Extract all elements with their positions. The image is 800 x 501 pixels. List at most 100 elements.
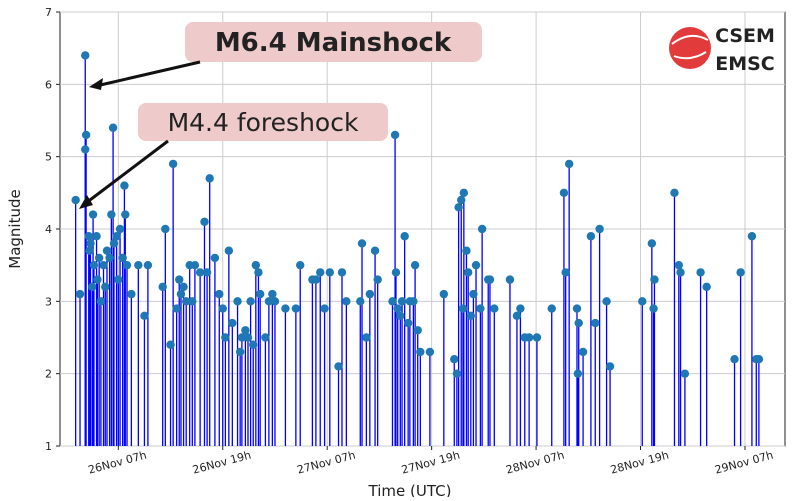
marker	[182, 297, 191, 306]
y-tick-label: 4	[45, 223, 52, 236]
marker	[416, 347, 425, 357]
marker	[463, 268, 473, 277]
marker	[99, 260, 108, 270]
marker	[425, 347, 435, 357]
marker	[85, 246, 94, 255]
marker	[118, 253, 127, 263]
marker	[388, 297, 397, 306]
x-tick-label: 27Nov 19h	[400, 449, 461, 477]
marker	[168, 159, 178, 169]
marker	[450, 355, 459, 364]
marker	[249, 340, 258, 349]
marker	[88, 282, 97, 292]
marker	[175, 275, 184, 284]
marker	[200, 217, 209, 226]
marker	[143, 260, 153, 270]
marker	[647, 239, 657, 248]
marker	[96, 297, 106, 306]
x-tick-label: 28Nov 19h	[609, 449, 670, 477]
marker	[221, 333, 230, 342]
x-tick-label: 26Nov 19h	[191, 449, 252, 477]
marker	[81, 51, 90, 60]
annotation-arrow	[85, 139, 169, 205]
marker	[439, 289, 449, 299]
marker	[246, 297, 255, 306]
marker	[459, 188, 469, 198]
marker	[649, 304, 658, 313]
marker	[268, 289, 277, 299]
marker	[71, 195, 80, 205]
marker	[176, 289, 186, 299]
y-tick-label: 6	[45, 78, 52, 91]
annotation-text: M6.4 Mainshock	[215, 28, 452, 58]
marker	[92, 232, 101, 241]
marker	[270, 297, 280, 306]
marker	[316, 268, 325, 277]
marker	[561, 268, 570, 277]
y-tick-label: 1	[45, 440, 52, 453]
arrow-head	[89, 78, 103, 90]
marker	[476, 304, 485, 313]
y-tick-label: 7	[45, 6, 52, 19]
marker	[108, 123, 118, 132]
marker	[158, 282, 167, 292]
x-tick-label: 27Nov 07h	[296, 449, 357, 477]
marker	[161, 224, 170, 234]
marker	[311, 275, 321, 284]
marker	[396, 311, 405, 320]
marker	[410, 260, 420, 270]
marker	[357, 239, 367, 248]
marker	[485, 275, 495, 284]
marker	[172, 304, 181, 313]
marker	[281, 304, 290, 313]
marker	[458, 304, 468, 313]
marks	[71, 51, 764, 446]
marker	[754, 355, 764, 364]
marker	[393, 304, 402, 313]
x-tick-label: 29Nov 07h	[713, 449, 774, 477]
marker	[120, 181, 129, 190]
marker	[532, 333, 542, 342]
marker	[505, 275, 515, 284]
marker	[134, 260, 143, 270]
marker	[390, 130, 400, 140]
marker	[591, 318, 600, 328]
marker	[736, 268, 745, 277]
marker	[466, 311, 476, 320]
marker	[233, 297, 242, 306]
marker	[121, 210, 130, 219]
marker	[370, 246, 380, 255]
marker	[218, 304, 227, 313]
marker	[88, 210, 98, 219]
marker	[102, 246, 112, 255]
x-axis-label: Time (UTC)	[368, 482, 452, 497]
marker	[254, 268, 263, 277]
marker	[296, 260, 305, 270]
marker	[564, 159, 574, 169]
marker	[356, 297, 365, 306]
marker	[228, 318, 237, 328]
logo-text: EMSC	[715, 53, 775, 75]
marker	[107, 210, 116, 219]
marker	[140, 311, 149, 320]
marker	[188, 297, 197, 306]
marker	[241, 326, 250, 335]
marker	[291, 304, 301, 313]
marker	[202, 268, 212, 277]
marker	[325, 268, 335, 277]
logo-text: CSEM	[715, 25, 775, 47]
marker	[595, 224, 604, 234]
marker	[670, 188, 679, 198]
y-tick-label: 2	[45, 368, 52, 381]
marker	[605, 362, 615, 371]
logo: CSEM EMSC	[669, 25, 775, 75]
y-axis-label: Magnitude	[6, 189, 24, 268]
marker	[638, 297, 647, 306]
marker	[94, 253, 104, 263]
marker	[114, 275, 123, 284]
y-tick-label: 3	[45, 295, 52, 308]
marker	[89, 260, 99, 270]
marker	[680, 369, 690, 378]
marker	[559, 188, 569, 198]
